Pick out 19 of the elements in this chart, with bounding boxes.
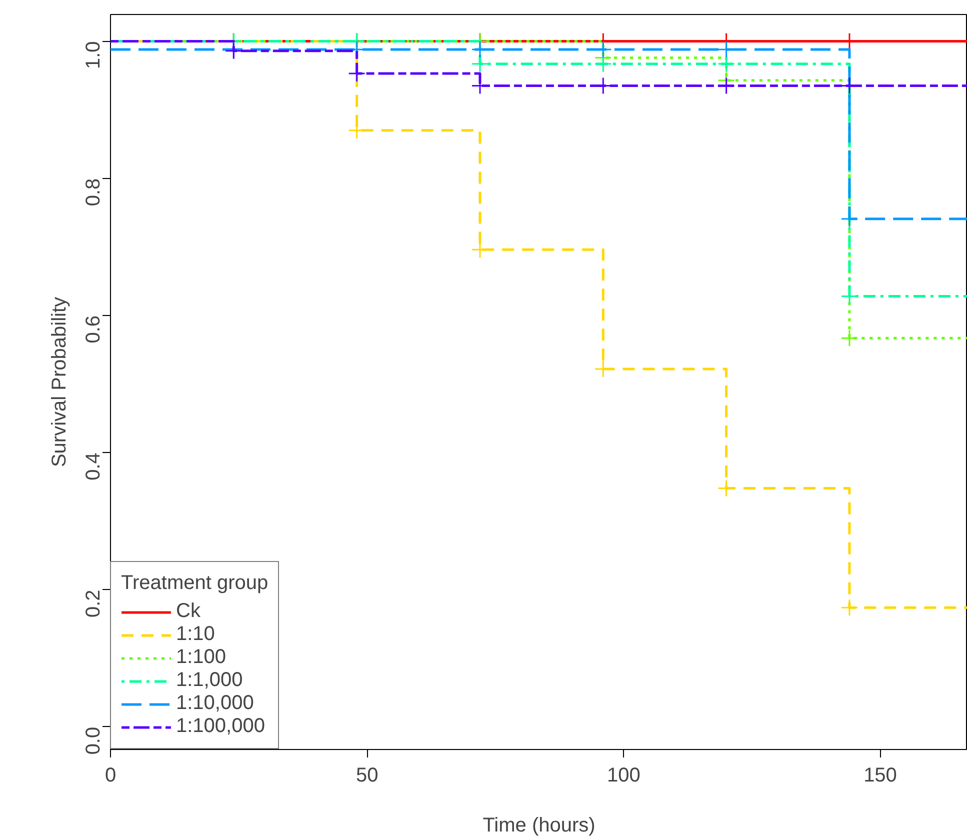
legend-label: 1:10 <box>176 623 215 646</box>
legend-label: 1:10,000 <box>176 692 254 715</box>
y-tick-label: 0.8 <box>82 178 104 206</box>
x-tick-label: 100 <box>606 764 640 786</box>
legend-label: Ck <box>176 600 200 623</box>
legend-label: 1:100,000 <box>176 715 265 738</box>
y-axis-title: Survival Probability <box>48 296 70 468</box>
x-tick-label: 0 <box>104 764 116 786</box>
legend-label: 1:100 <box>176 646 226 669</box>
legend-label: 1:1,000 <box>176 669 243 692</box>
x-tick-label: 150 <box>864 764 897 786</box>
legend-title: Treatment group <box>121 572 268 595</box>
y-tick-label: 0.0 <box>82 726 104 755</box>
x-axis-title: Time (hours) <box>482 814 596 836</box>
y-tick-label: 1.0 <box>82 41 104 70</box>
y-tick-label: 0.4 <box>82 452 104 480</box>
x-tick-label: 50 <box>356 764 378 786</box>
y-tick-label: 0.6 <box>82 315 104 344</box>
y-tick-label: 0.2 <box>82 590 104 618</box>
